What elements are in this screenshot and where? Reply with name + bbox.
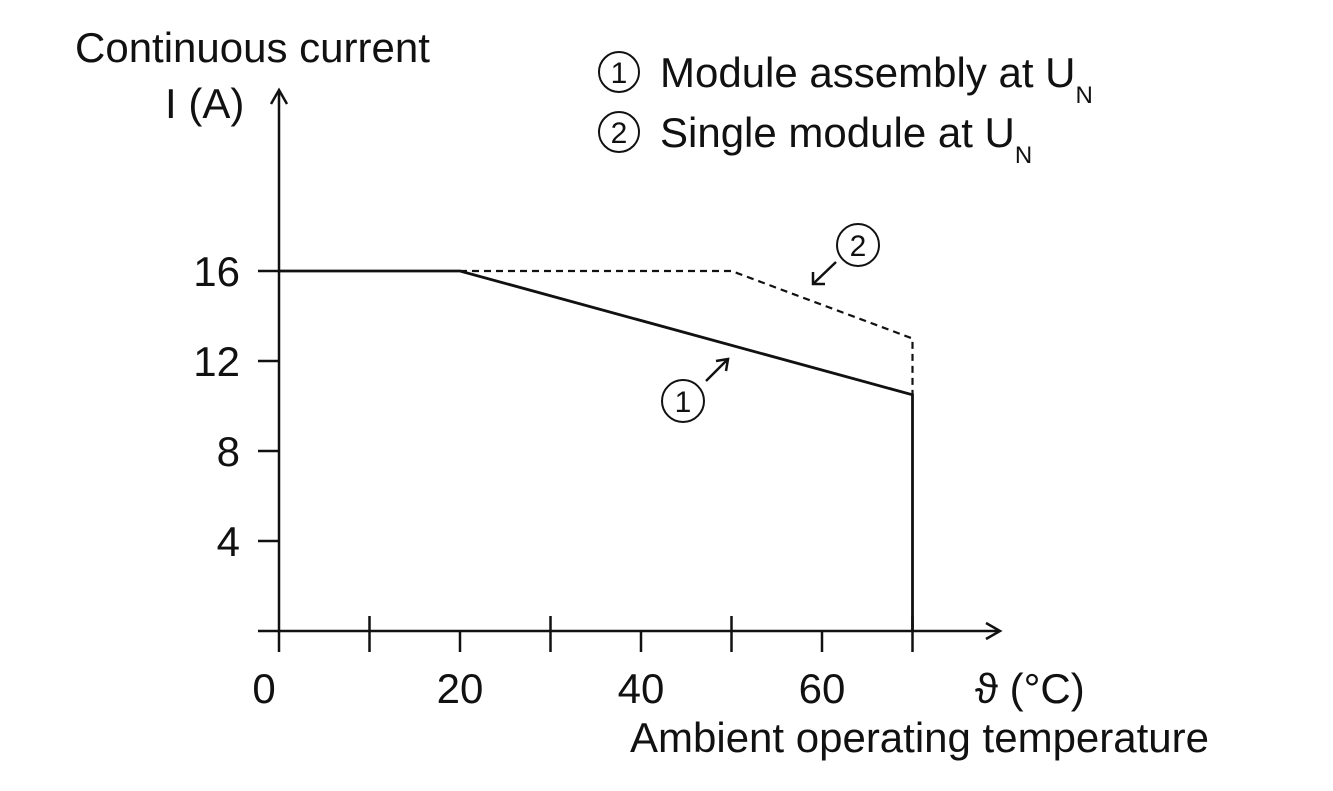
callout-1-arrow	[705, 358, 729, 382]
x-axis-unit: ϑ (°C)	[975, 665, 1085, 712]
legend-label-2-text: Single module at U	[660, 109, 1015, 156]
y-tick-label-12: 12	[193, 338, 240, 385]
callout-2-arrow	[812, 261, 837, 285]
legend-marker-1	[598, 51, 640, 93]
callout-1-text: 1	[675, 386, 692, 419]
legend: 1 Module assembly at UN 2 Single module …	[598, 49, 1093, 169]
x-tick-label-40: 40	[618, 665, 665, 712]
legend-marker-2-text: 2	[611, 117, 628, 150]
legend-label-2: Single module at UN	[660, 109, 1032, 169]
y-tick-label-4: 4	[217, 518, 240, 565]
y-tick-label-8: 8	[217, 428, 240, 475]
callout-2-circle	[836, 223, 880, 267]
y-axis-arrow	[269, 87, 289, 105]
y-axis-unit: I (A)	[165, 80, 244, 127]
x-axis-label: Ambient operating temperature	[630, 714, 1209, 761]
series-line-1	[279, 269, 914, 631]
legend-item-1: 1 Module assembly at UN	[598, 49, 1093, 109]
x-axis-arrow	[985, 621, 1003, 641]
x-tick-label-20: 20	[437, 665, 484, 712]
legend-marker-1-text: 1	[611, 57, 628, 90]
x-tick-label-60: 60	[799, 665, 846, 712]
legend-label-2-sub: N	[1015, 142, 1032, 169]
legend-label-1-text: Module assembly at U	[660, 49, 1076, 96]
callout-1-circle	[661, 379, 705, 423]
legend-marker-2	[598, 111, 640, 153]
annotations: 12	[661, 223, 880, 423]
y-axis-label: Continuous current	[75, 24, 430, 71]
callout-2-text: 2	[850, 230, 867, 263]
series-layer	[279, 269, 914, 631]
callout-1-arrowhead	[715, 357, 730, 372]
series-line-2	[460, 269, 914, 395]
legend-item-2: 2 Single module at UN	[598, 109, 1032, 169]
x-tick-label-0: 0	[252, 665, 275, 712]
legend-label-1-sub: N	[1076, 82, 1093, 109]
y-tick-label-16: 16	[193, 248, 240, 295]
legend-label-1: Module assembly at UN	[660, 49, 1093, 109]
callout-2-arrowhead	[811, 272, 825, 286]
